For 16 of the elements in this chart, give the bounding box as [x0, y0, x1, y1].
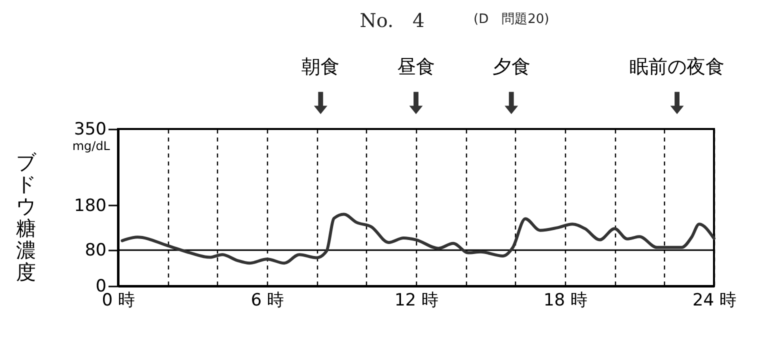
x-tick-label: 12 時 [394, 290, 439, 310]
text: 朝食 [302, 56, 340, 78]
y-axis-title: ブドウ糖濃度 [16, 150, 37, 284]
x-tick-label: 24 時 [692, 290, 737, 310]
y-tick-label: 80 [84, 240, 106, 261]
x-tick-label: 6 時 [250, 290, 284, 310]
chart-subtitle: (D 問題20) [474, 12, 550, 27]
y-tick-label: 350 [74, 120, 106, 140]
y-tick-label: 180 [74, 196, 106, 216]
x-tick-label: 0 時 [102, 290, 136, 310]
text: 昼食 [397, 56, 435, 78]
chart-title: No. 4 [360, 10, 425, 32]
x-tick-label: 18 時 [543, 290, 588, 310]
text: 眠前の夜食 [630, 56, 725, 78]
text: mg/dL [72, 139, 110, 153]
text: 夕食 [492, 56, 530, 78]
